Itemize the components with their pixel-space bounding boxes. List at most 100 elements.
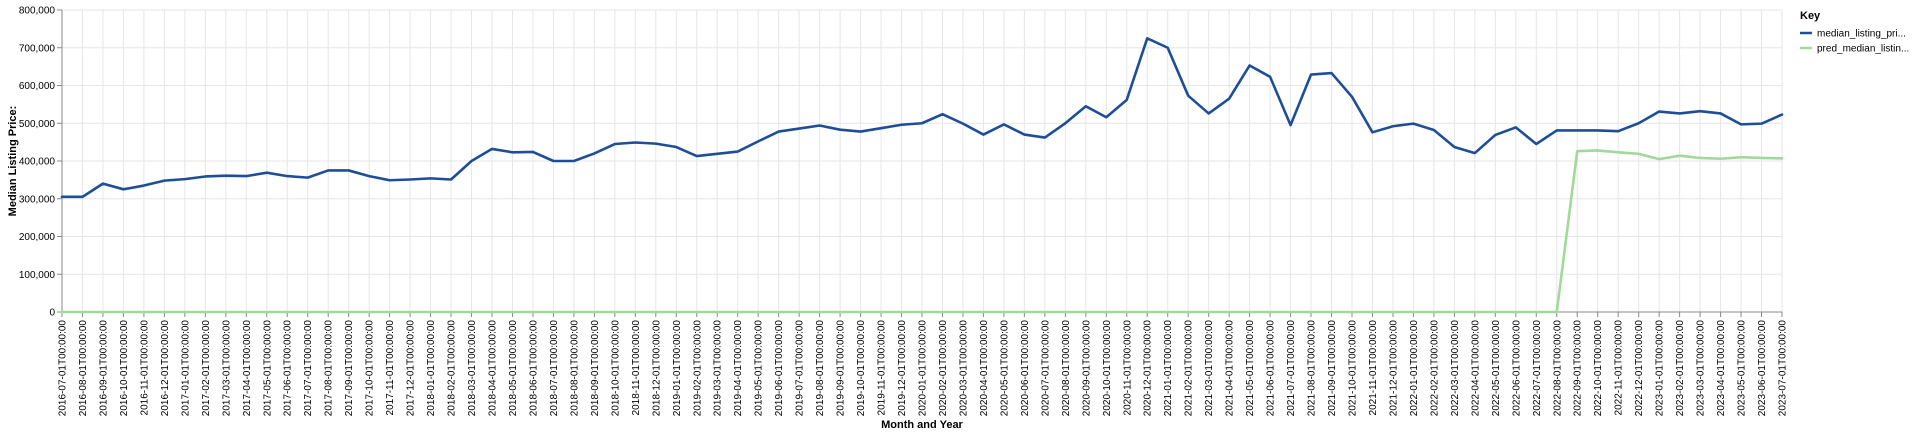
x-tick-label: 2021-11-01T00:00:00: [1368, 320, 1379, 416]
axes: 0 100,000 200,000 300,000 400,000 500,000 600,…: [19, 6, 1789, 417]
x-tick-label: 2016-09-01T00:00:00: [98, 320, 109, 417]
x-tick-label: 2019-12-01T00:00:00: [897, 320, 908, 417]
x-tick-label: 2017-05-01T00:00:00: [262, 320, 273, 417]
x-tick-label: 2019-09-01T00:00:00: [836, 320, 847, 417]
x-tick-label: 2020-08-01T00:00:00: [1061, 320, 1072, 417]
x-tick-label: 2021-04-01T00:00:00: [1225, 320, 1236, 417]
x-tick-label: 2021-08-01T00:00:00: [1307, 320, 1318, 417]
x-tick-label: 2018-12-01T00:00:00: [651, 320, 662, 417]
x-tick-label: 2018-07-01T00:00:00: [549, 320, 560, 417]
x-tick-label: 2022-09-01T00:00:00: [1573, 320, 1584, 417]
x-tick-label: 2023-06-01T00:00:00: [1757, 320, 1768, 417]
x-tick-label: 2020-12-01T00:00:00: [1143, 320, 1154, 417]
x-tick-label: 2018-05-01T00:00:00: [508, 320, 519, 417]
x-tick-label: 2017-01-01T00:00:00: [180, 320, 191, 417]
x-tick-label: 2021-06-01T00:00:00: [1266, 320, 1277, 417]
x-tick-label: 2022-04-01T00:00:00: [1470, 320, 1481, 417]
x-tick-label: 2019-10-01T00:00:00: [856, 320, 867, 417]
x-tick-label: 2020-07-01T00:00:00: [1040, 320, 1051, 417]
x-tick-label: 2022-08-01T00:00:00: [1552, 320, 1563, 417]
x-tick-label: 2021-10-01T00:00:00: [1348, 320, 1359, 417]
x-tick-label: 2018-03-01T00:00:00: [467, 320, 478, 417]
x-tick-label: 2019-06-01T00:00:00: [774, 320, 785, 417]
legend-label: pred_median_listin...: [1817, 44, 1909, 55]
x-tick-label: 2018-09-01T00:00:00: [590, 320, 601, 417]
x-tick-label: 2022-02-01T00:00:00: [1429, 320, 1440, 417]
x-tick-label: 2021-02-01T00:00:00: [1184, 320, 1195, 417]
x-tick-label: 2023-03-01T00:00:00: [1696, 320, 1707, 417]
x-tick-label: 2017-03-01T00:00:00: [221, 320, 232, 417]
x-tick-label: 2017-02-01T00:00:00: [201, 320, 212, 417]
x-tick-label: 2018-08-01T00:00:00: [569, 320, 580, 417]
x-tick-label: 2018-01-01T00:00:00: [426, 320, 437, 417]
x-tick-label: 2023-02-01T00:00:00: [1675, 320, 1686, 417]
x-tick-label: 2016-10-01T00:00:00: [119, 320, 130, 417]
x-tick-label: 2022-10-01T00:00:00: [1593, 320, 1604, 417]
x-tick-label: 2020-03-01T00:00:00: [958, 320, 969, 417]
x-tick-label: 2016-11-01T00:00:00: [139, 320, 150, 416]
x-tick-label: 2020-11-01T00:00:00: [1122, 320, 1133, 416]
x-tick-label: 2018-10-01T00:00:00: [610, 320, 621, 417]
x-tick-label: 2017-04-01T00:00:00: [242, 320, 253, 417]
legend: Key median_listing_pri... pred_median_lis…: [1800, 10, 1909, 55]
x-tick-label: 2021-03-01T00:00:00: [1204, 320, 1215, 417]
x-tick-label: 2020-05-01T00:00:00: [999, 320, 1010, 417]
x-tick-label: 2020-10-01T00:00:00: [1102, 320, 1113, 417]
y-tick-label: 400,000: [19, 157, 56, 168]
x-tick-label: 2023-05-01T00:00:00: [1737, 320, 1748, 417]
x-tick-label: 2019-02-01T00:00:00: [692, 320, 703, 417]
x-tick-label: 2022-12-01T00:00:00: [1634, 320, 1645, 417]
gridlines: [61, 9, 1783, 313]
x-tick-label: 2019-07-01T00:00:00: [795, 320, 806, 417]
x-tick-label: 2021-07-01T00:00:00: [1286, 320, 1297, 417]
x-tick-label: 2020-09-01T00:00:00: [1081, 320, 1092, 417]
x-tick-label: 2019-11-01T00:00:00: [877, 320, 888, 416]
x-tick-label: 2022-05-01T00:00:00: [1491, 320, 1502, 417]
x-tick-label: 2019-08-01T00:00:00: [815, 320, 826, 417]
x-tick-label: 2017-07-01T00:00:00: [303, 320, 314, 417]
x-tick-label: 2020-01-01T00:00:00: [918, 320, 929, 417]
legend-label: median_listing_pri...: [1817, 29, 1906, 40]
x-tick-label: 2017-08-01T00:00:00: [324, 320, 335, 417]
x-tick-label: 2018-04-01T00:00:00: [488, 320, 499, 417]
x-tick-label: 2017-06-01T00:00:00: [283, 320, 294, 417]
series-lines: [60, 37, 1784, 314]
x-tick-label: 2017-09-01T00:00:00: [344, 320, 355, 417]
x-tick-label: 2022-07-01T00:00:00: [1532, 320, 1543, 417]
series-line: [60, 149, 1784, 314]
x-tick-label: 2021-01-01T00:00:00: [1163, 320, 1174, 417]
x-tick-label: 2022-03-01T00:00:00: [1450, 320, 1461, 417]
x-tick-label: 2022-11-01T00:00:00: [1614, 320, 1625, 416]
x-tick-label: 2016-08-01T00:00:00: [78, 320, 89, 417]
y-tick-label: 600,000: [19, 81, 56, 92]
x-tick-label: 2020-06-01T00:00:00: [1020, 320, 1031, 417]
y-tick-label: 500,000: [19, 119, 56, 130]
x-tick-label: 2023-07-01T00:00:00: [1778, 320, 1789, 417]
x-tick-label: 2019-04-01T00:00:00: [733, 320, 744, 417]
y-tick-label: 200,000: [19, 232, 56, 243]
x-tick-label: 2021-05-01T00:00:00: [1245, 320, 1256, 417]
x-tick-label: 2018-11-01T00:00:00: [631, 320, 642, 416]
x-axis-title: Month and Year: [881, 419, 963, 431]
y-tick-label: 0: [49, 308, 55, 319]
y-tick-label: 700,000: [19, 43, 56, 54]
x-tick-label: 2018-06-01T00:00:00: [528, 320, 539, 417]
x-tick-label: 2020-02-01T00:00:00: [938, 320, 949, 417]
x-tick-label: 2023-01-01T00:00:00: [1655, 320, 1666, 417]
x-tick-label: 2017-10-01T00:00:00: [365, 320, 376, 417]
x-tick-label: 2017-12-01T00:00:00: [406, 320, 417, 417]
y-tick-label: 100,000: [19, 270, 56, 281]
y-tick-label: 300,000: [19, 194, 56, 205]
legend-title: Key: [1800, 10, 1821, 22]
x-tick-label: 2017-11-01T00:00:00: [385, 320, 396, 416]
y-tick-label: 800,000: [19, 6, 56, 17]
x-tick-label: 2016-12-01T00:00:00: [160, 320, 171, 417]
x-tick-label: 2020-04-01T00:00:00: [979, 320, 990, 417]
x-tick-label: 2022-06-01T00:00:00: [1511, 320, 1522, 417]
x-tick-label: 2023-04-01T00:00:00: [1716, 320, 1727, 417]
x-tick-label: 2018-02-01T00:00:00: [447, 320, 458, 417]
x-tick-label: 2019-01-01T00:00:00: [672, 320, 683, 417]
x-tick-label: 2019-05-01T00:00:00: [754, 320, 765, 417]
